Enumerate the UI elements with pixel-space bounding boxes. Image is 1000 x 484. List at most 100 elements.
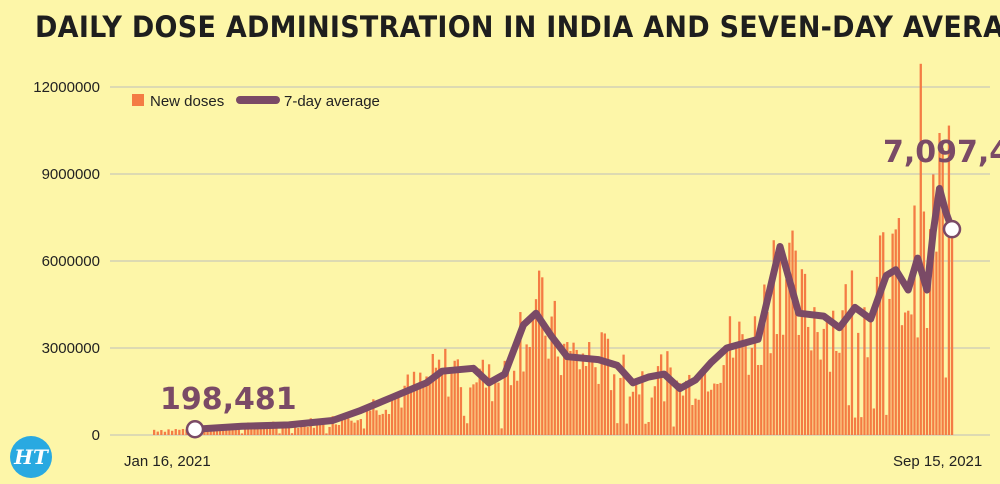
dose-bar: [938, 132, 941, 435]
dose-bar: [919, 63, 922, 436]
dose-bar: [672, 426, 675, 435]
dose-bar: [775, 334, 779, 435]
dose-bar: [481, 359, 484, 435]
dose-bar: [281, 426, 284, 435]
dose-bar: [406, 374, 409, 435]
dose-bar: [312, 427, 316, 435]
dose-bar: [706, 391, 710, 435]
dose-bar: [390, 399, 394, 435]
dose-bar: [287, 422, 291, 435]
dose-bar: [800, 269, 804, 435]
dose-bar: [293, 423, 297, 435]
dose-bar: [525, 344, 528, 435]
dose-bar: [841, 310, 844, 435]
dose-bar: [181, 428, 185, 435]
dose-bar: [450, 372, 453, 435]
dose-bar: [325, 433, 328, 435]
dose-bar: [850, 270, 854, 435]
dose-bar: [415, 386, 419, 435]
dose-bar: [384, 409, 388, 435]
callouts: 198,481 7,097,429: [160, 135, 1000, 417]
dose-bar: [237, 428, 240, 435]
dose-bar: [434, 367, 438, 435]
dose-bar: [359, 419, 362, 435]
dose-bar: [857, 332, 860, 435]
legend-seven-day-average: 7-day average: [284, 93, 380, 110]
dose-bar: [866, 357, 869, 435]
dose-bar: [262, 423, 266, 435]
dose-bar: [203, 429, 206, 435]
dose-bar: [738, 321, 741, 435]
dose-bar: [863, 307, 866, 435]
dose-bar: [659, 354, 663, 435]
dose-bar: [694, 398, 697, 435]
dose-bar: [428, 383, 431, 435]
dose-bar: [278, 433, 281, 435]
average-line-path: [191, 185, 956, 433]
dose-bar: [872, 408, 875, 435]
seven-day-average-line: [185, 185, 962, 439]
dose-bar: [231, 427, 234, 435]
dose-bar: [741, 334, 744, 435]
dose-bar: [813, 307, 816, 435]
dose-bar: [519, 312, 522, 435]
dose-bar: [675, 380, 678, 435]
dose-bar: [647, 422, 650, 435]
dose-bar: [628, 396, 632, 435]
dose-bar: [622, 354, 625, 435]
dose-bar: [594, 367, 597, 435]
dose-bar: [891, 233, 894, 435]
dose-bar: [462, 415, 466, 435]
dose-bar: [534, 299, 538, 435]
dose-bar: [944, 377, 947, 435]
dose-bar: [572, 342, 575, 435]
dose-bar: [644, 423, 647, 435]
dose-bar: [728, 316, 732, 435]
dose-bar: [512, 370, 516, 435]
dose-bar: [422, 382, 425, 435]
dose-bar: [882, 232, 885, 435]
dose-bar: [437, 359, 441, 435]
dose-bar: [265, 427, 269, 435]
dose-bar: [756, 365, 760, 435]
dose-bar: [947, 125, 951, 435]
dose-bar: [797, 334, 800, 435]
dose-bar: [669, 367, 672, 435]
dose-bar: [509, 385, 513, 435]
dose-bar: [491, 401, 494, 435]
dose-bar: [547, 358, 550, 435]
dose-bar: [678, 383, 682, 435]
dose-bar: [344, 418, 347, 435]
dose-bar: [240, 433, 244, 435]
dose-bar: [306, 427, 309, 435]
dose-bar: [156, 431, 159, 435]
dose-bar: [838, 352, 841, 435]
dose-bar: [663, 401, 666, 435]
dose-bar: [697, 399, 700, 435]
dose-bar: [778, 256, 782, 435]
dose-bar: [875, 276, 879, 435]
end-marker: [942, 219, 962, 239]
dose-bar: [556, 356, 560, 435]
dose-bar: [791, 230, 794, 435]
legend-new-doses: New doses: [150, 93, 224, 110]
dose-bar: [716, 383, 719, 435]
dose-bar: [541, 277, 544, 435]
dose-bar: [409, 391, 413, 435]
dose-bar: [725, 351, 728, 435]
dose-bar: [625, 423, 628, 435]
dose-bar: [941, 147, 944, 435]
dose-bar: [378, 414, 381, 435]
dose-bar: [666, 351, 669, 435]
dose-bar: [256, 426, 259, 435]
dose-bar: [810, 350, 813, 435]
dose-bar: [650, 397, 653, 435]
dose-bar: [703, 367, 707, 435]
dose-bar: [362, 428, 366, 435]
dose-bar: [722, 365, 725, 435]
dose-bar: [619, 377, 622, 435]
dose-bar: [466, 423, 469, 435]
dose-bar: [735, 348, 738, 435]
dose-bar: [613, 374, 616, 435]
dose-bar: [600, 332, 603, 435]
